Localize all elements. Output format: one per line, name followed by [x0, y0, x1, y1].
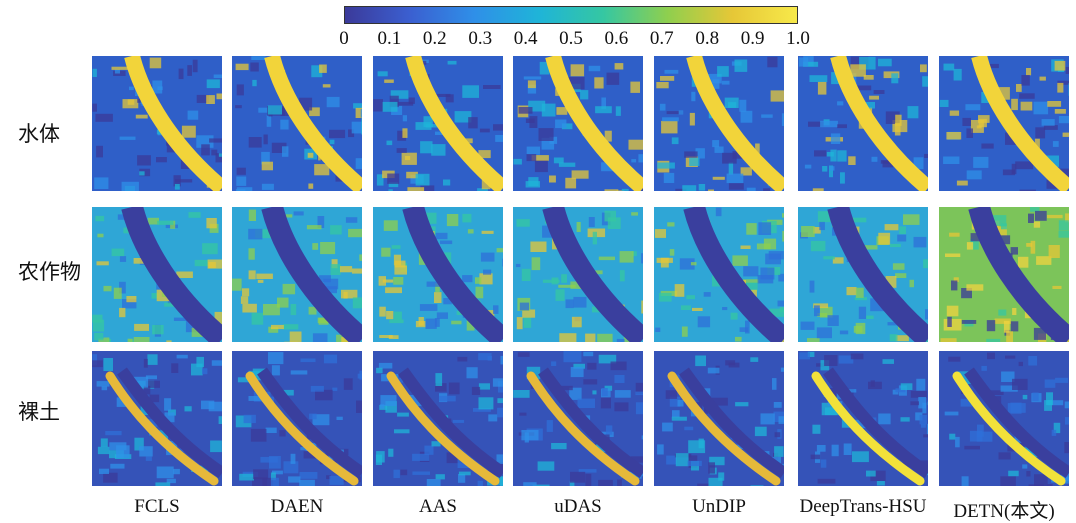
colorbar-tick: 0.1 [377, 28, 402, 49]
col-label-undip: UnDIP [692, 496, 746, 517]
colorbar-tick: 0.4 [513, 28, 538, 49]
abundance-map-water-undip [654, 56, 784, 191]
colorbar-tick: 0.5 [559, 28, 583, 49]
row-label-bare-soil: 裸土 [18, 400, 60, 424]
colorbar-tick: 0.3 [468, 28, 493, 49]
colorbar-tick: 0.7 [649, 28, 674, 49]
abundance-map-crops-udas [513, 207, 643, 342]
abundance-map-bare-soil-daen [232, 351, 362, 486]
abundance-map-water-fcls [92, 56, 222, 191]
abundance-map-water-daen [232, 56, 362, 191]
abundance-map-crops-detn [939, 207, 1069, 342]
abundance-map-crops-fcls [92, 207, 222, 342]
abundance-map-water-deeptrans-hsu [798, 56, 928, 191]
col-label-udas: uDAS [554, 496, 602, 517]
row-label-water: 水体 [18, 122, 60, 146]
abundance-map-bare-soil-detn [939, 351, 1069, 486]
row-label-crops: 农作物 [18, 260, 81, 284]
colorbar-tick: 0.6 [604, 28, 629, 49]
abundance-map-crops-daen [232, 207, 362, 342]
colorbar-ticks: 0 0.1 0.2 0.3 0.4 0.5 0.6 0.7 0.8 0.9 1.… [339, 28, 810, 52]
colorbar [344, 6, 798, 24]
abundance-map-bare-soil-undip [654, 351, 784, 486]
col-label-fcls: FCLS [134, 496, 180, 517]
colorbar-tick: 0.8 [695, 28, 720, 49]
abundance-map-water-detn [939, 56, 1069, 191]
abundance-map-bare-soil-deeptrans-hsu [798, 351, 928, 486]
abundance-map-crops-undip [654, 207, 784, 342]
abundance-map-bare-soil-udas [513, 351, 643, 486]
colorbar-tick: 0.9 [740, 28, 765, 49]
abundance-map-water-udas [513, 56, 643, 191]
col-label-aas: AAS [418, 496, 457, 517]
col-label-daen: DAEN [270, 496, 324, 517]
abundance-map-water-aas [373, 56, 503, 191]
colorbar-tick: 1.0 [786, 28, 810, 49]
col-label-detn: DETN(本文) [953, 501, 1055, 522]
colorbar-tick: 0.2 [422, 28, 447, 49]
abundance-map-crops-aas [373, 207, 503, 342]
colorbar-tick: 0 [339, 28, 349, 49]
abundance-map-bare-soil-aas [373, 351, 503, 486]
col-label-deeptrans-hsu: DeepTrans-HSU [799, 496, 927, 517]
abundance-map-bare-soil-fcls [92, 351, 222, 486]
abundance-map-crops-deeptrans-hsu [798, 207, 928, 342]
